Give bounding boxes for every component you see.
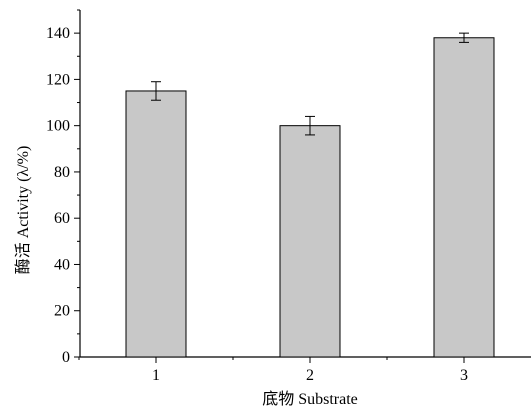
y-tick-label-120: 120 [46, 71, 70, 88]
plot-area: 0 20 40 60 80 100 120 140 1 2 3 [46, 9, 531, 384]
x-tick-label-1: 1 [152, 367, 160, 384]
y-tick-label-40: 40 [54, 256, 70, 273]
y-axis-title: 酶活 Activity (λ/%) [14, 146, 32, 275]
y-tick-label-0: 0 [62, 349, 70, 366]
y-tick-label-20: 20 [54, 303, 70, 320]
y-tick-label-60: 60 [54, 210, 70, 227]
y-tick-label-100: 100 [46, 118, 70, 135]
bar-3 [433, 37, 495, 358]
bar-1 [125, 90, 187, 358]
x-tick-label-2: 2 [306, 367, 314, 384]
y-tick-label-140: 140 [46, 25, 70, 42]
x-tick-label-3: 3 [460, 367, 468, 384]
bar-2 [279, 125, 341, 358]
x-axis-title: 底物 Substrate [262, 390, 358, 408]
y-tick-label-80: 80 [54, 164, 70, 181]
